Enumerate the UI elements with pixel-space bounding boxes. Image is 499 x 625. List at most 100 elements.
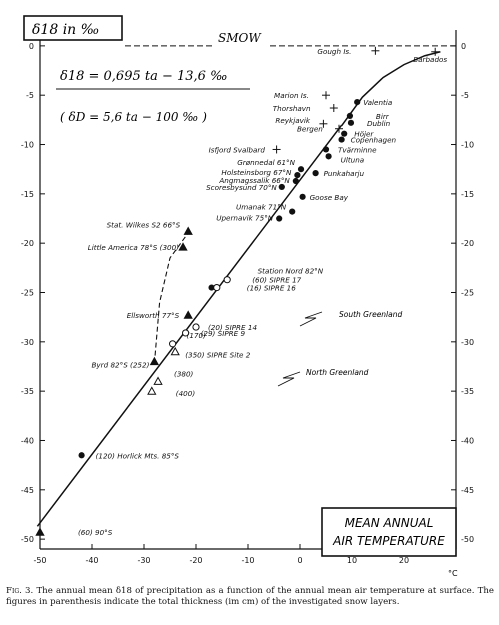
xlabel-line2: AIR TEMPERATURE [332,534,445,548]
ylabel-text: δ18 in ‰ [32,22,99,38]
chart-svg: 0 0 -5 -5 -10 -10 -15 -15 -20 -20 -25 -25 -30 -30 -35 -… [21,15,474,578]
point-labels: Gough Is. Barbados Marion Is. Thorshavn Reyk… [78,47,447,537]
point-station-nord-82-n [208,284,215,291]
label-umanak-71-n: Umanak 71°N [236,203,287,212]
y-tick-label-right: -5 [461,91,469,100]
label-valentia: Valentia [363,98,392,107]
point-valentia [354,98,361,106]
x-tick-label: 0 [297,556,302,565]
equation2-text: ( δD = 5,6 ta − 100 ‰ ) [60,110,207,124]
point-120-horlick-mts-85-s [78,452,85,459]
y-tick-label-right: -15 [461,190,474,199]
x-tick-label: -30 [137,556,150,565]
y-tick-label-right: -20 [461,239,474,248]
point-29-sipre-9 [182,329,190,337]
label-350-sipre-site-2: (350) SIPRE Site 2 [185,351,251,360]
label-29-sipre-9: (29) SIPRE 9 [201,329,246,338]
y-tick-label-left: -20 [21,239,34,248]
label-16-sipre-16: (16) SIPRE 16 [247,284,296,293]
label-170: (170) [187,331,207,340]
smow-label: SMOW [218,31,262,45]
y-tick-label-right: -40 [461,436,474,445]
point-350-sipre-site-2 [170,346,180,356]
point-380 [153,376,163,385]
point-ultuna [325,153,332,160]
annotation-boxes: δ18 in ‰ SMOW δ18 = 0,695 ta − 13,6 ‰ ( … [23,15,458,578]
point-tv-rminne [322,146,330,153]
x-tick-label: 10 [347,556,357,565]
data-points [35,46,440,536]
axis-ticks: 0 0 -5 -5 -10 -10 -15 -15 -20 -20 -25 -25 -30 -30 -35 -… [21,42,474,565]
point-punkaharju [312,170,319,177]
point-goose-bay [299,193,306,200]
label-bergen: Bergen [297,125,323,134]
y-tick-label-left: -45 [21,486,34,495]
north-greenland-arrow [277,371,301,387]
point-umanak-71-n [289,208,296,215]
label-ellsworth-77-s: Ellsworth 77°S [127,311,180,320]
label-20-sipre-14: (20) SIPRE 14 [208,323,257,332]
y-tick-label-left: -25 [21,289,34,298]
label-dublin: Dublin [367,119,391,128]
label-scoresbysund-70-n: Scoresbysund 70°N [206,183,277,192]
x-tick-label: -50 [33,556,46,565]
y-tick-label-left: -5 [26,91,34,100]
y-tick-label-right: 0 [461,42,466,51]
point-400 [147,386,157,395]
y-tick-label-right: -10 [461,141,474,150]
label-gr-nnedal-61-n: Grønnedal 61°N [237,158,295,167]
south-greenland-arrow [299,311,323,327]
point-170 [169,340,177,348]
point-angmagssalik-66-n [292,177,299,185]
point-ellsworth-77-s [183,310,193,319]
figure-caption: Fig. 3. The annual mean δ18 of precipita… [6,586,494,608]
label-copenhagen: Copenhagen [351,136,397,145]
label-goose-bay: Goose Bay [310,193,349,202]
label-tv-rminne: Tvärminne [338,145,377,154]
point-60-sipre-17 [223,276,231,284]
label-gough-is: Gough Is. [317,47,351,56]
y-tick-label-right: -25 [461,289,474,298]
xlabel-box [321,507,457,557]
label-380: (380) [174,369,194,378]
point-copenhagen [338,136,345,143]
label-station-nord-82-n: Station Nord 82°N [258,267,324,276]
point-h-jer [341,130,348,137]
x-tick-label: -20 [189,556,202,565]
label-60-90-s: (60) 90°S [78,528,113,537]
label-punkaharju: Punkaharju [324,169,365,178]
label-60-sipre-17: (60) SIPRE 17 [252,276,301,285]
point-16-sipre-16 [213,283,221,292]
caption-text: The annual mean δ18 of precipitation as … [6,586,494,607]
label-400: (400) [176,389,196,398]
y-tick-label-right: -50 [461,535,474,544]
point-scoresbysund-70-n [278,183,285,191]
label-birr: Birr [376,112,390,121]
x-tick-label: 20 [399,556,409,565]
xlabel-line1: MEAN ANNUAL [345,516,434,530]
y-tick-label-right: -45 [461,486,474,495]
point-birr [346,112,354,120]
label-barbados: Barbados [413,55,447,64]
y-tick-label-left: -10 [21,141,34,150]
x-unit-label: °C [448,569,458,578]
label-little-america-78-s-300: Little America 78°S (300) [88,243,179,252]
label-stat-wilkes-s2-66-s: Stat. Wilkes S2 66°S [107,220,181,229]
ylabel-box [23,15,123,41]
y-tick-label-left: -35 [21,387,34,396]
y-tick-label-right: -30 [461,338,474,347]
antarctic-dashed-line [153,229,192,364]
label-thorshavn: Thorshavn [273,104,311,113]
figure-label: Fig. 3. [6,586,34,596]
label-byrd-82-s-252: Byrd 82°S (252) [91,361,149,370]
label-reykjavik: Reykjavik [275,116,310,125]
label-h-jer: Höjer [354,130,374,139]
y-tick-label-left: -15 [21,190,34,199]
north-greenland-label: North Greenland [306,368,369,377]
label-ultuna: Ultuna [341,155,365,164]
equation-text: δ18 = 0,695 ta − 13,6 ‰ [60,69,228,84]
point-little-america-78-s-300 [178,242,188,251]
x-tick-label: -10 [241,556,254,565]
label-marion-is: Marion Is. [274,91,309,100]
y-tick-label-left: -40 [21,436,34,445]
